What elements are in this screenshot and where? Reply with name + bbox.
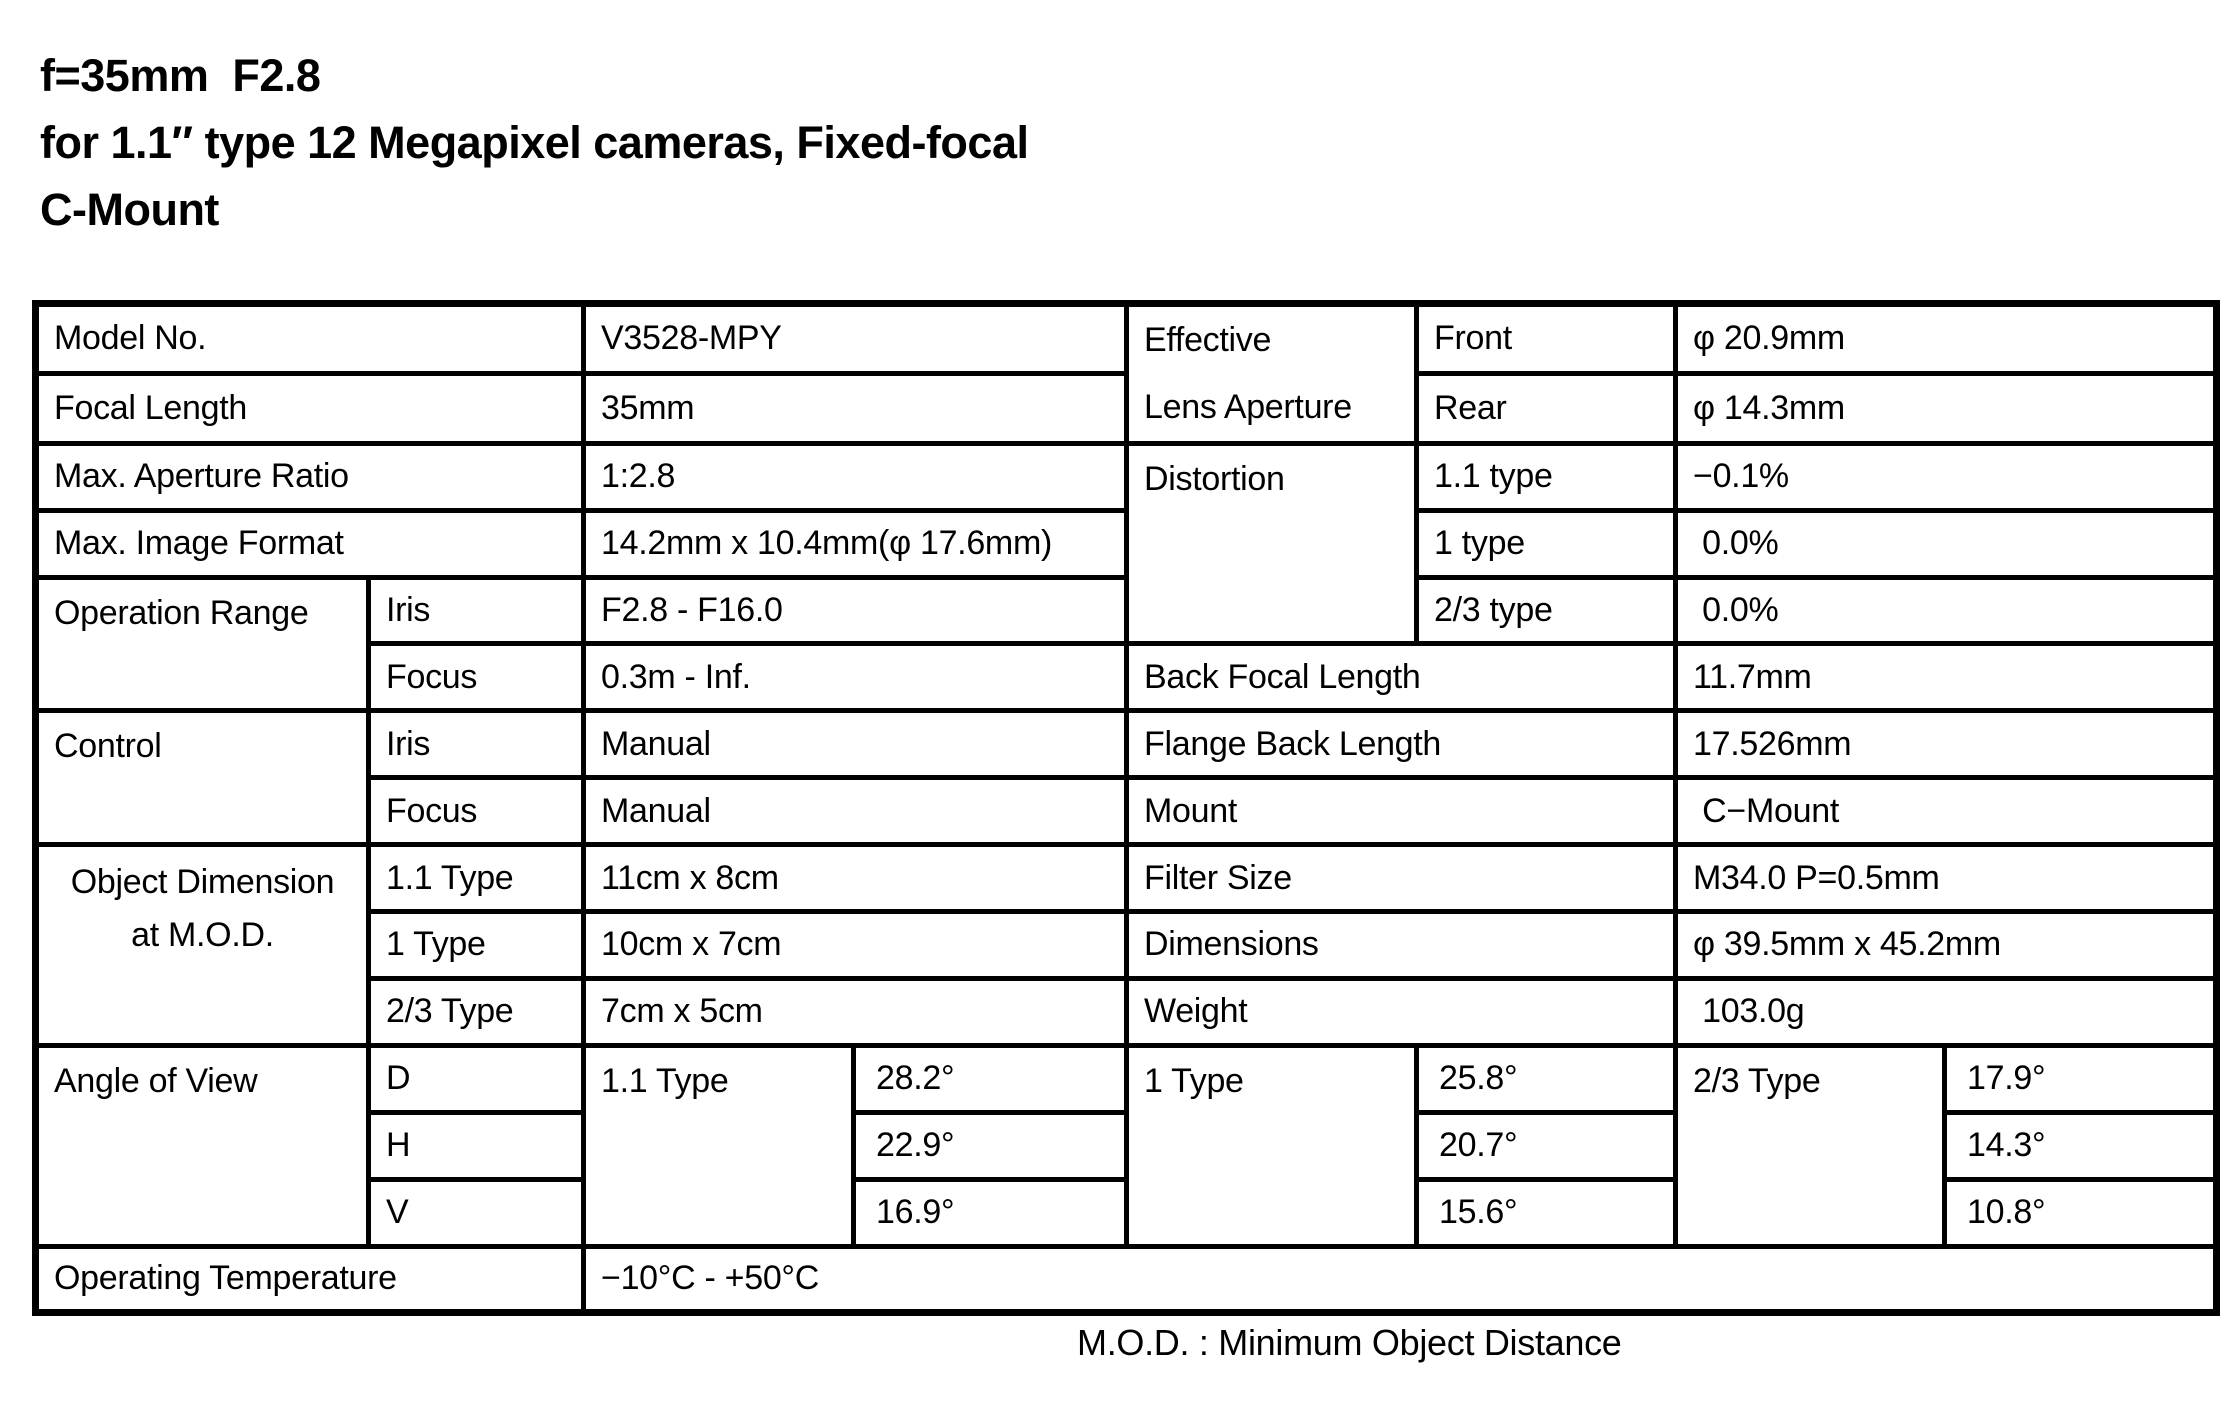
angle-2-3-v-value: 10.8° <box>1942 1176 2220 1249</box>
object-dimension-value-2-3: 7cm x 5cm <box>581 975 1130 1048</box>
distortion-type-2-3: 2/3 type <box>1414 574 1679 647</box>
control-focus-value: Manual <box>581 775 1130 848</box>
table-row: Max. Aperture Ratio 1:2.8 Distortion 1.1… <box>32 440 2220 647</box>
filter-size-label: Filter Size <box>1124 842 1679 915</box>
mod-footnote: M.O.D. : Minimum Object Distance <box>1077 1322 1622 1363</box>
angle-2-3-d-value: 17.9° <box>1942 1042 2220 1115</box>
dimensions-label: Dimensions <box>1124 909 1679 981</box>
distortion-value-1: 0.0% <box>1673 507 2220 580</box>
control-iris-value: Manual <box>581 708 1130 781</box>
back-focal-length-value: 11.7mm <box>1673 641 2220 714</box>
angle-of-view-label: Angle of View <box>33 1042 371 1249</box>
effective-aperture-front-value: φ 20.9mm <box>1673 301 2220 376</box>
focal-length-label: Focal Length <box>32 370 587 446</box>
table-row: Focal Length 35mm Rear φ 14.3mm <box>32 370 2220 446</box>
control-label: Control <box>33 708 371 848</box>
operation-range-iris-label: Iris <box>365 574 587 647</box>
distortion-type-1: 1 type <box>1414 507 1679 580</box>
angle-1-1-v-value: 16.9° <box>851 1176 1130 1249</box>
mount-value: C−Mount <box>1673 775 2220 848</box>
table-row: Max. Image Format 14.2mm x 10.4mm(φ 17.6… <box>32 507 2220 580</box>
operation-range-label: Operation Range <box>33 574 371 714</box>
page-header: f=35mm F2.8 for 1.1″ type 12 Megapixel c… <box>40 42 1029 243</box>
angle-sensor-2-3-label: 2/3 Type <box>1673 1042 1948 1249</box>
max-image-format-value: 14.2mm x 10.4mm(φ 17.6mm) <box>581 507 1130 580</box>
table-row: 1 Type 10cm x 7cm Dimensions φ 39.5mm x … <box>36 909 2220 981</box>
angle-d-label: D <box>365 1042 587 1115</box>
distortion-type-1-1: 1.1 type <box>1414 440 1679 513</box>
flange-back-length-value: 17.526mm <box>1673 708 2220 781</box>
control-iris-label: Iris <box>365 708 587 781</box>
angle-1-v-value: 15.6° <box>1414 1176 1679 1249</box>
operating-temperature-label: Operating Temperature <box>32 1243 587 1316</box>
table-row: Focus 0.3m - Inf. Back Focal Length 11.7… <box>36 641 2220 714</box>
object-dimension-type-1: 1 Type <box>365 909 587 981</box>
model-no-label: Model No. <box>32 301 587 376</box>
effective-aperture-rear-value: φ 14.3mm <box>1673 370 2220 446</box>
focal-length-value: 35mm <box>581 370 1130 446</box>
table-row: 2/3 Type 7cm x 5cm Weight 103.0g <box>36 975 2220 1048</box>
dimensions-value: φ 39.5mm x 45.2mm <box>1673 909 2220 981</box>
object-dimension-value-1: 10cm x 7cm <box>581 909 1130 981</box>
mount-label: Mount <box>1124 775 1679 848</box>
weight-value: 103.0g <box>1673 975 2220 1048</box>
object-dimension-type-2-3: 2/3 Type <box>365 975 587 1048</box>
angle-sensor-1-label: 1 Type <box>1124 1042 1420 1249</box>
weight-label: Weight <box>1124 975 1679 1048</box>
angle-1-d-value: 25.8° <box>1414 1042 1679 1115</box>
flange-back-length-label: Flange Back Length <box>1124 708 1679 781</box>
back-focal-length-label: Back Focal Length <box>1124 641 1679 714</box>
table-row: Object Dimension at M.O.D. 1.1 Type 11cm… <box>33 842 2220 1048</box>
spec-table: Model No. V3528-MPY Effective Lens Apert… <box>32 300 2221 1317</box>
model-no-value: V3528-MPY <box>581 301 1130 376</box>
table-row: Angle of View D 1.1 Type 28.2° 1 Type 25… <box>33 1042 2220 1249</box>
table-row: Model No. V3528-MPY Effective Lens Apert… <box>32 301 2220 446</box>
effective-aperture-rear-label: Rear <box>1414 370 1679 446</box>
max-image-format-label: Max. Image Format <box>32 507 587 580</box>
angle-sensor-1-1-label: 1.1 Type <box>581 1042 857 1249</box>
max-aperture-ratio-label: Max. Aperture Ratio <box>32 440 587 513</box>
object-dimension-label: Object Dimension at M.O.D. <box>33 842 371 1048</box>
distortion-label: Distortion <box>1124 440 1420 647</box>
angle-2-3-h-value: 14.3° <box>1942 1109 2220 1182</box>
table-row: V 16.9° 15.6° 10.8° <box>36 1176 2220 1249</box>
header-line-model: f=35mm F2.8 <box>40 50 321 101</box>
angle-1-h-value: 20.7° <box>1414 1109 1679 1182</box>
effective-lens-aperture-label: Effective Lens Aperture <box>1124 301 1420 446</box>
max-aperture-ratio-value: 1:2.8 <box>581 440 1130 513</box>
operation-range-focus-label: Focus <box>365 641 587 714</box>
effective-aperture-front-label: Front <box>1414 301 1679 376</box>
angle-1-1-h-value: 22.9° <box>851 1109 1130 1182</box>
angle-v-label: V <box>365 1176 587 1249</box>
angle-1-1-d-value: 28.2° <box>851 1042 1130 1115</box>
table-row: Focus Manual Mount C−Mount <box>36 775 2220 848</box>
table-row: Control Iris Manual Flange Back Length 1… <box>33 708 2220 848</box>
operating-temperature-value: −10°C - +50°C <box>581 1243 2220 1316</box>
filter-size-value: M34.0 P=0.5mm <box>1673 842 2220 915</box>
distortion-value-2-3: 0.0% <box>1673 574 2220 647</box>
table-row: H 22.9° 20.7° 14.3° <box>36 1109 2220 1182</box>
table-row: Operating Temperature −10°C - +50°C <box>32 1243 2220 1316</box>
operation-range-iris-value: F2.8 - F16.0 <box>581 574 1130 647</box>
distortion-value-1-1: −0.1% <box>1673 440 2220 513</box>
operation-range-focus-value: 0.3m - Inf. <box>581 641 1130 714</box>
header-line-mount: C-Mount <box>40 184 219 235</box>
header-line-description: for 1.1″ type 12 Megapixel cameras, Fixe… <box>40 117 1029 168</box>
control-focus-label: Focus <box>365 775 587 848</box>
object-dimension-value-1-1: 11cm x 8cm <box>581 842 1130 915</box>
object-dimension-type-1-1: 1.1 Type <box>365 842 587 915</box>
angle-h-label: H <box>365 1109 587 1182</box>
table-row: Operation Range Iris F2.8 - F16.0 2/3 ty… <box>33 574 2220 714</box>
